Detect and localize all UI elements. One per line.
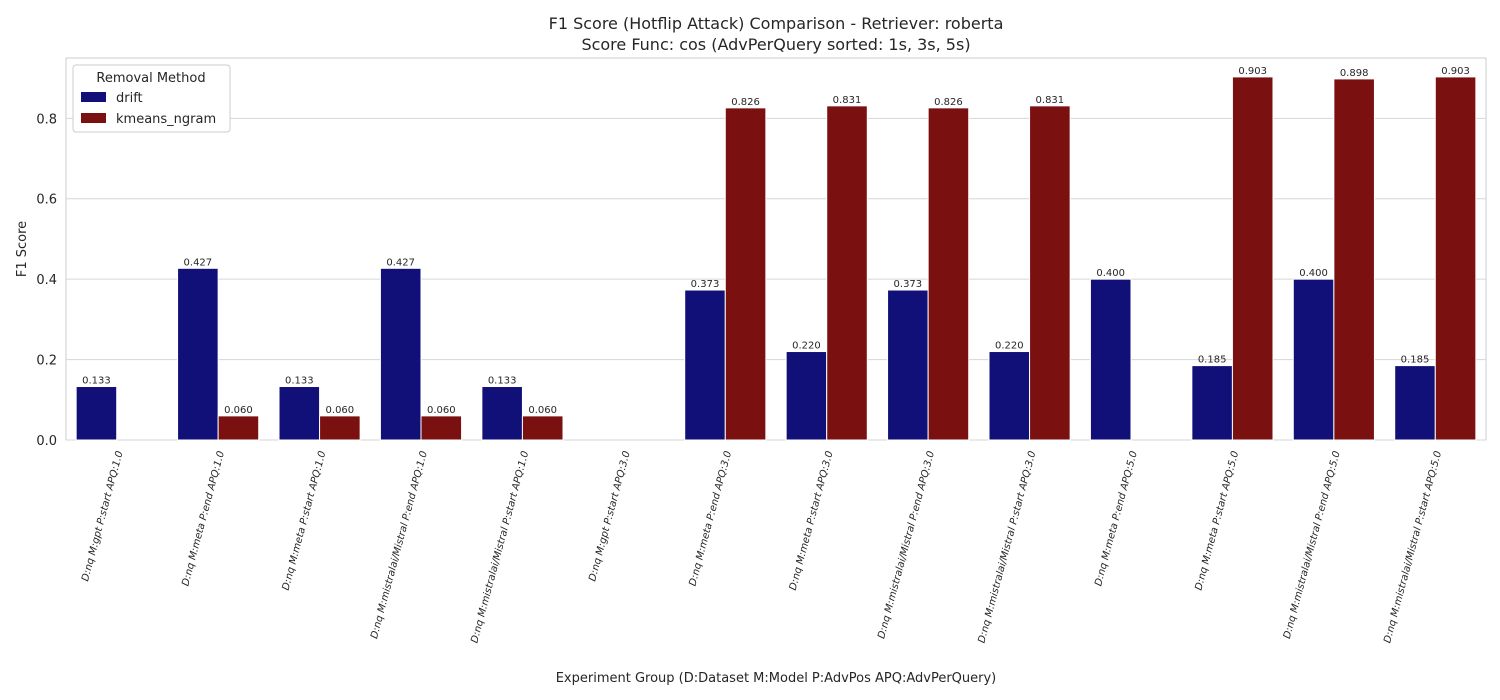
bar-value-label: 0.133 [488,376,517,387]
bar-value-label: 0.060 [528,405,557,416]
bar-value-label: 0.831 [1036,95,1065,106]
legend-title: Removal Method [96,71,205,86]
bar-kmeans-ngram [1029,105,1071,441]
y-tick-label: 0.4 [36,273,57,288]
bar-drift [988,351,1031,441]
bar-value-label: 0.831 [833,95,862,106]
bar-kmeans-ngram [826,105,868,441]
bar-drift [1394,365,1436,441]
bar-value-label: 0.060 [326,405,355,416]
x-tick-label: D:nq M:mistralai/Mistral P:end APQ:5.0 [1282,450,1343,640]
bar-drift [379,267,422,441]
x-tick-label: D:nq M:meta P:end APQ:5.0 [1093,450,1140,587]
bar-value-label: 0.060 [427,405,456,416]
bar-value-label: 0.427 [184,257,213,268]
bar-kmeans-ngram [1333,78,1375,441]
legend-swatch-kmeans-ngram [81,113,106,123]
y-tick-label: 0.0 [36,434,57,449]
bar-kmeans-ngram [724,107,767,441]
bar-kmeans-ngram [927,107,970,441]
bar-kmeans-ngram [521,415,564,441]
chart-title-line2: Score Func: cos (AdvPerQuery sorted: 1s,… [581,35,970,54]
bar-value-label: 0.133 [285,376,314,387]
bar-value-label: 0.373 [894,279,923,290]
x-tick-label: D:nq M:meta P:start APQ:5.0 [1193,450,1241,592]
chart-title-line1: F1 Score (Hotflip Attack) Comparison - R… [549,14,1004,33]
x-tick-label: D:nq M:mistralai/Mistral P:start APQ:3.0 [977,450,1039,644]
x-tick-label: D:nq M:mistralai/Mistral P:start APQ:5.0 [1382,450,1444,644]
x-tick-label: D:nq M:meta P:end APQ:3.0 [688,450,735,587]
x-tick-label: D:nq M:mistralai/Mistral P:end APQ:1.0 [369,450,430,640]
x-tick-label: D:nq M:meta P:start APQ:3.0 [788,450,836,592]
x-tick-label: D:nq M:mistralai/Mistral P:start APQ:1.0 [469,450,531,644]
bar-kmeans-ngram [217,415,260,441]
legend: Removal Method drift kmeans_ngram [72,64,231,133]
bar-drift [785,351,828,441]
bar-value-label: 0.826 [934,97,963,108]
y-axis-ticks: 0.0 0.2 0.4 0.6 0.8 [36,112,57,449]
bar-value-label: 0.826 [731,97,760,108]
bar-value-label: 0.220 [995,341,1024,352]
legend-box [72,64,231,133]
bar-value-label: 0.373 [691,279,720,290]
bar-kmeans-ngram [420,415,463,441]
legend-label-kmeans-ngram: kmeans_ngram [116,112,216,127]
bar-drift [481,386,523,441]
bar-kmeans-ngram [1231,76,1274,441]
bar-value-label: 0.903 [1441,66,1470,77]
bar-drift [1292,278,1335,441]
bar-value-label: 0.220 [792,341,821,352]
bar-drift [1089,278,1132,441]
x-tick-label: D:nq M:mistralai/Mistral P:end APQ:3.0 [876,450,937,640]
x-axis-label: Experiment Group (D:Dataset M:Model P:Ad… [556,671,997,686]
y-tick-label: 0.6 [36,193,57,208]
bar-drift [684,289,726,441]
x-tick-label: D:nq M:meta P:start APQ:1.0 [281,450,329,592]
bar-kmeans-ngram [1434,76,1477,441]
bar-value-label: 0.060 [224,405,253,416]
bar-drift [1191,365,1233,441]
legend-label-drift: drift [116,91,143,106]
bar-value-labels: 0.133 0.427 0.133 0.427 0.133 0.373 0.220 0.373… [82,66,1470,416]
bar-drift [887,289,929,441]
bar-value-label: 0.400 [1096,268,1125,279]
bar-drift [75,386,118,441]
bar-value-label: 0.185 [1198,355,1227,366]
y-tick-label: 0.8 [36,112,57,127]
bar-value-label: 0.898 [1340,68,1369,79]
x-axis-ticks: D:nq M:gpt P:start APQ:1.0 D:nq M:meta P:… [80,450,1444,644]
legend-swatch-drift [81,92,106,102]
bar-drift [177,267,219,441]
bar-value-label: 0.133 [82,376,111,387]
y-tick-label: 0.2 [36,354,57,369]
bar-value-label: 0.903 [1238,66,1267,77]
bar-value-label: 0.427 [386,257,415,268]
bar-value-label: 0.185 [1401,355,1430,366]
bar-drift [278,386,321,441]
bar-value-label: 0.400 [1299,268,1328,279]
bar-kmeans-ngram [319,415,361,441]
x-tick-label: D:nq M:meta P:end APQ:1.0 [180,450,227,587]
x-tick-label: D:nq M:gpt P:start APQ:1.0 [80,450,125,583]
y-axis-label: F1 Score [15,221,30,277]
x-tick-label: D:nq M:gpt P:start APQ:3.0 [587,450,632,583]
bars [75,76,1477,441]
